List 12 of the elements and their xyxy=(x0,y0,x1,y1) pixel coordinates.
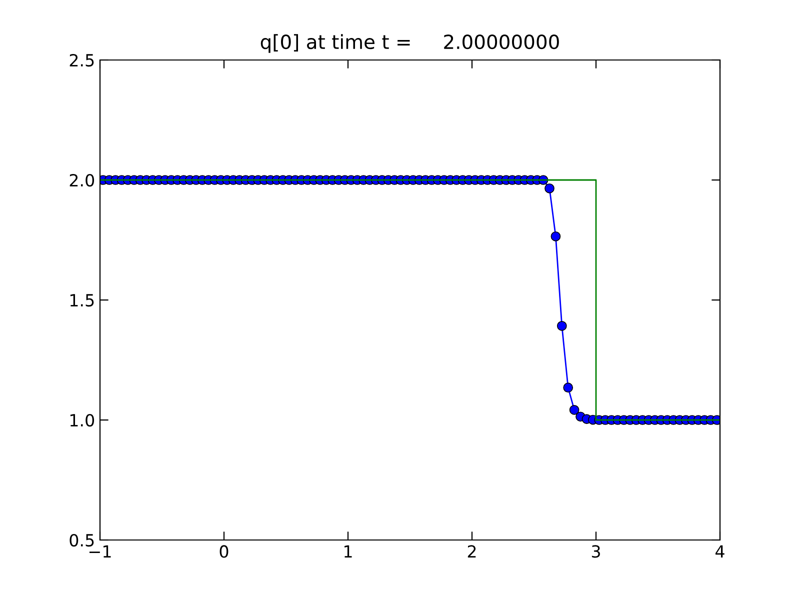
x-tick-label: 1 xyxy=(344,545,352,558)
y-tick-label: 1.5 xyxy=(70,294,94,307)
x-tick-label: 3 xyxy=(592,545,600,558)
y-tick-label: 2.0 xyxy=(70,174,94,187)
chart-title: q[0] at time t = 2.00000000 xyxy=(260,34,559,53)
x-tick-label: 0 xyxy=(220,545,228,558)
x-tick-label: −1 xyxy=(89,545,111,558)
x-tick-label: 2 xyxy=(468,545,476,558)
x-tick-label: 4 xyxy=(716,545,724,558)
y-tick-label: 2.5 xyxy=(70,54,94,67)
y-tick-label: 1.0 xyxy=(70,414,94,427)
y-tick-label: 0.5 xyxy=(70,534,94,547)
